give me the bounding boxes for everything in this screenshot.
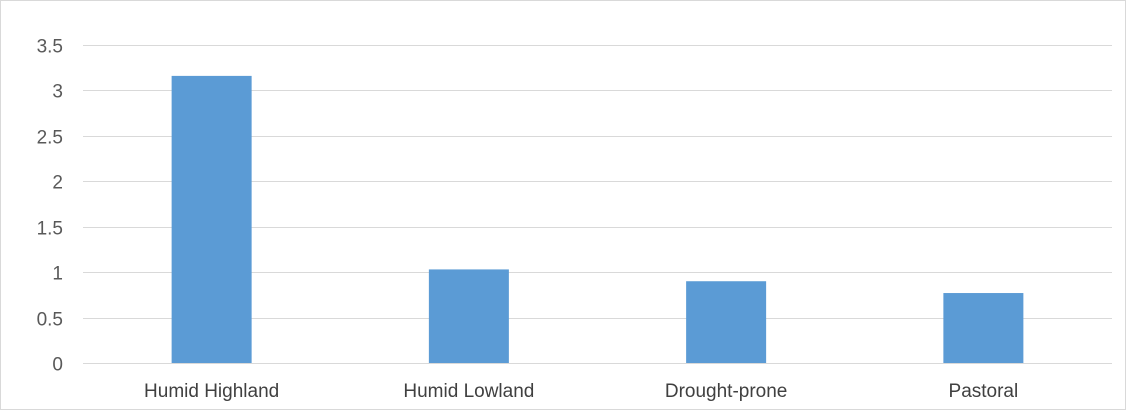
y-tick-label: 2 <box>52 173 63 194</box>
x-axis-labels: Humid Highland Humid Lowland Drought-prone… <box>144 381 1018 402</box>
gridlines <box>83 45 1112 364</box>
bar-pastoral <box>943 293 1024 363</box>
y-tick-label: 0 <box>52 355 63 376</box>
y-tick-label: 1.5 <box>37 219 63 240</box>
x-tick-label: Humid Highland <box>144 381 279 402</box>
y-tick-label: 0.5 <box>37 310 63 331</box>
bar-drought-prone <box>686 281 767 363</box>
y-tick-label: 1 <box>52 264 63 285</box>
bars <box>171 75 1024 364</box>
bar-humid-highland <box>171 75 252 364</box>
y-axis-ticks: 0 0.5 1 1.5 2 2.5 3 3.5 <box>37 37 63 376</box>
y-tick-label: 2.5 <box>37 128 63 149</box>
x-tick-label: Drought-prone <box>665 381 788 402</box>
bar-humid-lowland <box>428 269 509 363</box>
x-tick-label: Pastoral <box>949 381 1019 402</box>
y-tick-label: 3 <box>52 82 63 103</box>
x-tick-label: Humid Lowland <box>403 381 534 402</box>
y-tick-label: 3.5 <box>37 37 63 58</box>
